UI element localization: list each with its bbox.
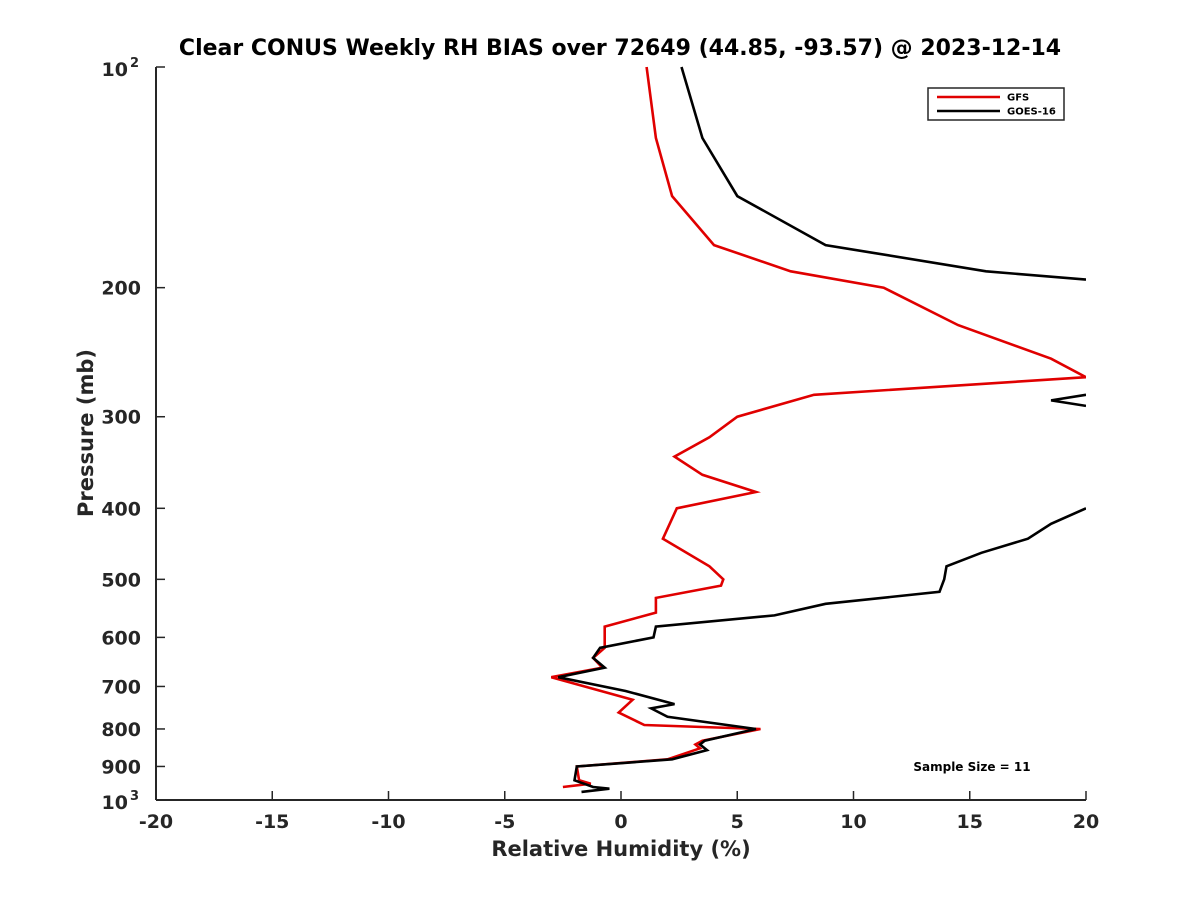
series-layer <box>550 66 1086 794</box>
series-line-goes-16-3 <box>557 507 1086 794</box>
x-tick-label: -5 <box>494 811 515 833</box>
y-tick-label: 200 <box>101 278 141 300</box>
x-ticks: -20 -15 -10 -5 0 5 10 15 20 <box>139 791 1099 833</box>
y-tick-exponent: 2 <box>130 56 139 71</box>
x-tick-label: -20 <box>139 811 173 833</box>
x-tick-label: 20 <box>1073 811 1099 833</box>
y-tick-label: 900 <box>101 756 141 778</box>
x-tick-label: 10 <box>840 811 866 833</box>
y-tick-label: 600 <box>101 627 141 649</box>
x-tick-label: -15 <box>255 811 289 833</box>
legend-box <box>927 87 1065 121</box>
series-line-goes-16-1 <box>680 66 1086 281</box>
y-tick-label: 10 <box>102 59 128 81</box>
legend: GFS GOES-16 <box>927 87 1065 121</box>
x-axis-label: Relative Humidity (%) <box>491 837 750 861</box>
y-tick-label: 10 <box>102 792 128 814</box>
x-tick-label: 0 <box>614 811 627 833</box>
x-tick-label: 15 <box>957 811 983 833</box>
series-line-gfs <box>550 66 1086 789</box>
y-tick-label: 500 <box>101 569 141 591</box>
y-tick-exponent: 3 <box>130 789 139 804</box>
y-tick-label: 300 <box>101 407 141 429</box>
sample-size-annotation: Sample Size = 11 <box>913 760 1030 774</box>
series-line-goes-16-2 <box>1050 393 1086 408</box>
y-tick-label: 400 <box>101 498 141 520</box>
x-tick-label: 5 <box>731 811 744 833</box>
y-tick-label: 800 <box>101 719 141 741</box>
chart-title: Clear CONUS Weekly RH BIAS over 72649 (4… <box>179 36 1061 61</box>
y-axis-label: Pressure (mb) <box>74 349 98 517</box>
y-tick-label: 700 <box>101 676 141 698</box>
legend-label: GFS <box>1007 93 1029 104</box>
legend-label: GOES-16 <box>1007 107 1056 118</box>
x-tick-label: -10 <box>371 811 405 833</box>
plot-area <box>156 67 1086 800</box>
